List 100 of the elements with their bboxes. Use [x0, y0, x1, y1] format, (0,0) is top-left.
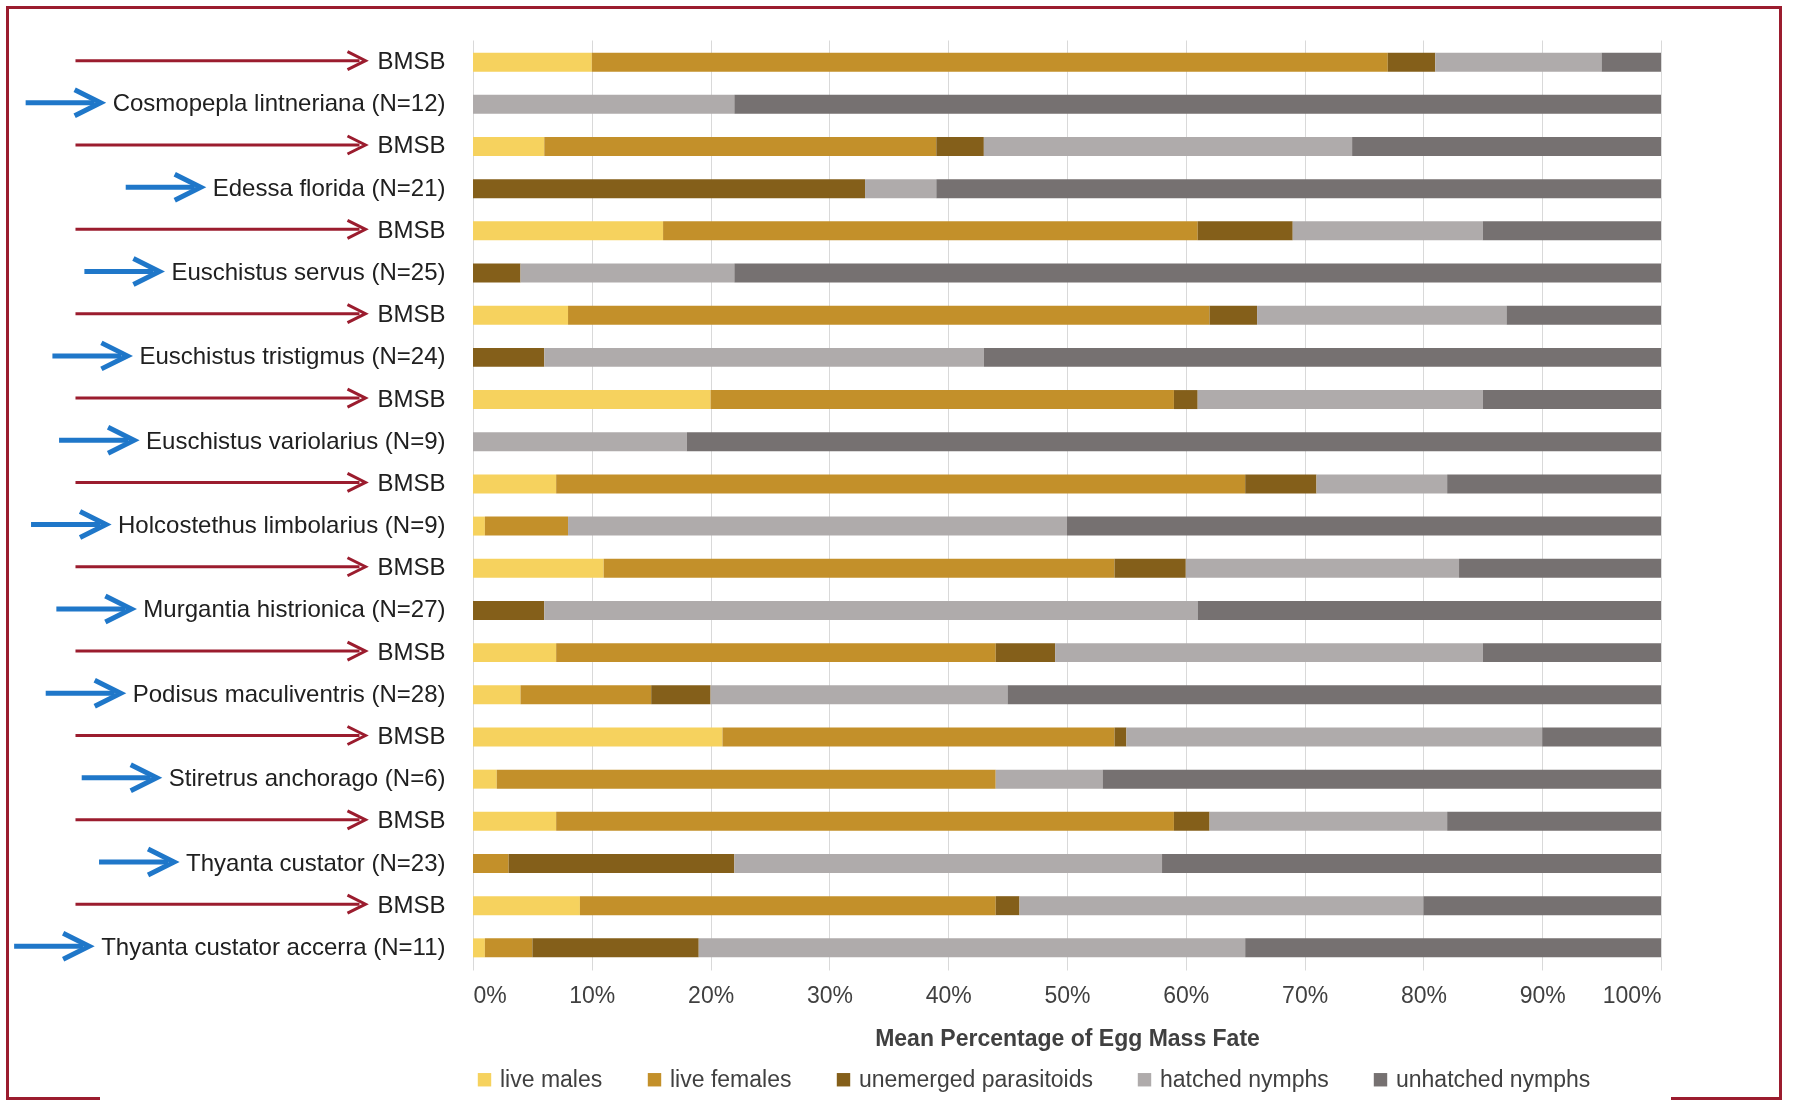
bar	[1209, 305, 1258, 325]
bar	[520, 263, 735, 283]
bar	[496, 769, 996, 789]
bar	[1482, 643, 1661, 663]
bar	[556, 811, 1174, 831]
bar	[473, 52, 592, 72]
bar	[544, 600, 1198, 620]
bar	[1459, 558, 1661, 578]
bar	[579, 896, 996, 916]
x-axis-title: Mean Percentage of Egg Mass Fate	[875, 1024, 1260, 1051]
y-tick-label: Stiretrus anchorago (N=6)	[168, 764, 446, 792]
bar	[1185, 558, 1460, 578]
bar	[473, 558, 604, 578]
bar	[710, 390, 1174, 410]
y-tick-label: Thyanta custator (N=23)	[186, 848, 446, 876]
x-tick-label: 30%	[806, 981, 853, 1008]
bar	[995, 643, 1056, 663]
y-tick-label: BMSB	[377, 637, 446, 665]
y-tick-label: Cosmopepla lintneriana (N=12)	[112, 89, 446, 117]
x-tick-label: 90%	[1519, 981, 1566, 1008]
bar	[1435, 52, 1602, 72]
y-tick-label: BMSB	[377, 553, 446, 581]
bar	[473, 179, 866, 199]
bar	[520, 685, 652, 705]
bar	[473, 896, 580, 916]
bar	[1352, 137, 1661, 156]
y-tick-label: BMSB	[377, 890, 446, 918]
bar	[603, 558, 1115, 578]
bar	[722, 727, 1115, 747]
bar	[1601, 52, 1661, 72]
bar	[1292, 221, 1483, 241]
y-tick-label: BMSB	[377, 300, 446, 328]
bar	[698, 938, 1246, 958]
y-tick-label: Thyanta custator accerra (N=11)	[101, 932, 446, 960]
bar	[1257, 305, 1507, 325]
y-tick-label: BMSB	[377, 721, 446, 749]
bar	[1102, 769, 1661, 789]
bar	[1387, 52, 1436, 72]
legend-label: unhatched nymphs	[1396, 1065, 1591, 1092]
bar	[473, 685, 521, 705]
bar	[1316, 474, 1448, 494]
legend-label: live females	[670, 1065, 792, 1092]
bar	[1506, 305, 1661, 325]
legend-label: unemerged parasitoids	[859, 1065, 1093, 1092]
x-tick-label: 80%	[1400, 981, 1447, 1008]
y-tick-label: BMSB	[377, 806, 446, 834]
bar	[1067, 516, 1661, 536]
bar	[473, 516, 485, 536]
x-tick-label: 10%	[569, 981, 616, 1008]
y-tick-label: Euschistus variolarius (N=9)	[146, 426, 446, 454]
y-tick-label: BMSB	[377, 47, 446, 75]
bar	[1245, 474, 1317, 494]
bar	[686, 432, 1661, 452]
bar	[1447, 811, 1661, 831]
x-tick-label: 0%	[473, 981, 507, 1008]
y-tick-label: Euschistus tristigmus (N=24)	[139, 342, 446, 370]
bar	[1542, 727, 1661, 747]
bar	[473, 94, 735, 114]
bar	[995, 769, 1103, 789]
bar	[1482, 390, 1661, 410]
bar	[556, 643, 996, 663]
bar	[568, 516, 1067, 536]
bar	[473, 347, 545, 367]
bar	[936, 137, 984, 156]
y-tick-label: BMSB	[377, 468, 446, 496]
bar	[1173, 390, 1198, 410]
bar	[591, 52, 1388, 72]
bar	[568, 305, 1210, 325]
bar	[544, 347, 984, 367]
bar	[532, 938, 699, 958]
bar	[734, 94, 1661, 114]
y-tick-label: Holcostethus limbolarius (N=9)	[118, 511, 446, 539]
bar	[473, 432, 687, 452]
bar	[1055, 643, 1483, 663]
bar	[473, 854, 509, 873]
bar	[473, 474, 557, 494]
bar	[484, 516, 569, 536]
bar	[1126, 727, 1543, 747]
bar	[473, 727, 723, 747]
x-tick-label: 70%	[1282, 981, 1329, 1008]
bar	[473, 221, 664, 241]
y-tick-label: Murgantia histrionica (N=27)	[143, 595, 446, 623]
y-tick-label: BMSB	[377, 384, 446, 412]
x-tick-label: 40%	[925, 981, 972, 1008]
bar	[473, 390, 711, 410]
y-tick-label: Edessa florida (N=21)	[212, 173, 446, 201]
x-tick-label: 20%	[688, 981, 735, 1008]
legend-label: live males	[500, 1065, 603, 1092]
bar	[983, 347, 1661, 367]
bar	[936, 179, 1661, 199]
bar	[473, 263, 521, 283]
bar	[508, 854, 735, 873]
bar	[473, 305, 569, 325]
bar	[1482, 221, 1661, 241]
bar	[1197, 221, 1293, 241]
bar	[1197, 600, 1661, 620]
bar	[663, 221, 1198, 241]
bar	[473, 811, 557, 831]
bar	[1162, 854, 1661, 873]
bar	[734, 263, 1661, 283]
